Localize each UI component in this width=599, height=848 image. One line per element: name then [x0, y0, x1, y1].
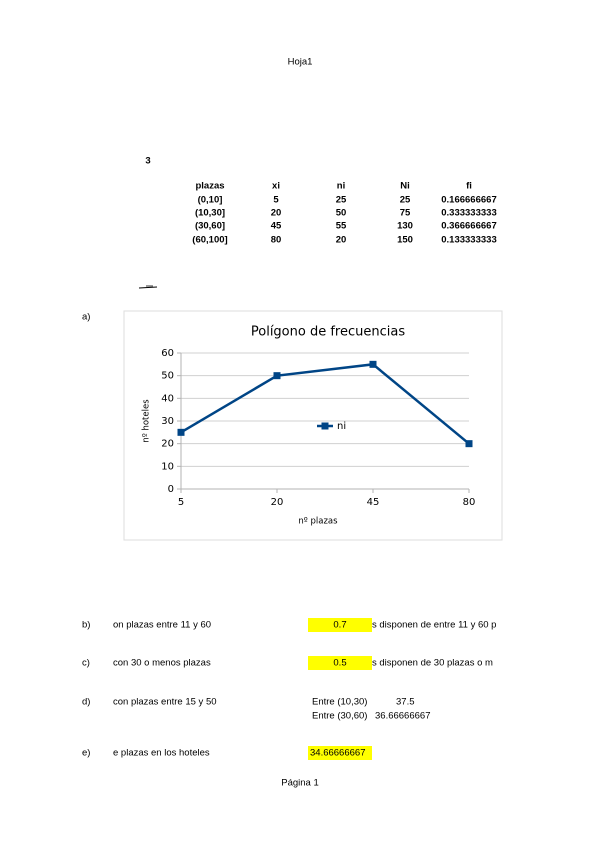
highlight — [308, 656, 372, 670]
point-marker — [177, 428, 185, 436]
table-cell: 80 — [271, 235, 282, 246]
chart-title: Polígono de frecuencias — [251, 325, 405, 340]
x-axis-title: nº plazas — [298, 517, 338, 527]
interval-label: Entre (10,30) — [312, 697, 367, 708]
table-cell: (60,100] — [192, 235, 227, 246]
point-marker — [465, 440, 473, 448]
item-label: c) — [82, 658, 90, 669]
x-tick-label: 5 — [178, 497, 184, 508]
table-cell: (10,30] — [195, 208, 225, 219]
highlight — [308, 746, 372, 760]
table-cell: 130 — [397, 221, 413, 232]
table-cell: 20 — [271, 208, 282, 219]
item-result: 0.7 — [333, 620, 346, 631]
table-cell: 25 — [336, 195, 347, 206]
small-mark — [138, 285, 158, 289]
table-cell: 20 — [336, 235, 347, 246]
interval-value: 37.5 — [396, 697, 415, 708]
interval-label: Entre (30,60) — [312, 711, 367, 722]
highlight — [308, 618, 372, 632]
y-tick-label: 40 — [161, 393, 174, 404]
x-tick-label: 80 — [463, 497, 476, 508]
item-tail: s disponen de 30 plazas o m — [372, 658, 493, 669]
table-header: ni — [337, 181, 345, 192]
chart-frame — [123, 310, 503, 541]
page-footer: Página 1 — [281, 778, 319, 789]
table-header: fi — [466, 181, 472, 192]
y-tick-label: 30 — [161, 416, 174, 427]
y-axis-title: nº hoteles — [142, 399, 152, 443]
item-text: e plazas en los hoteles — [113, 748, 210, 759]
item-tail: s disponen de entre 11 y 60 p — [372, 620, 496, 631]
table-cell: 50 — [336, 208, 347, 219]
y-tick-label: 20 — [161, 439, 174, 450]
item-text: con plazas entre 15 y 50 — [113, 697, 217, 708]
x-tick-label: 20 — [271, 497, 284, 508]
table-cell: 150 — [397, 235, 413, 246]
y-tick-label: 60 — [161, 348, 174, 359]
table-cell: (30,60] — [195, 221, 225, 232]
y-tick-label: 10 — [161, 461, 174, 472]
table-cell: 55 — [336, 221, 347, 232]
y-tick-label: 0 — [168, 484, 174, 495]
legend-marker — [321, 422, 329, 430]
item-text: on plazas entre 11 y 60 — [113, 620, 211, 631]
table-cell: 5 — [273, 195, 279, 206]
item-label: d) — [82, 697, 90, 708]
table-header: Ni — [400, 181, 410, 192]
legend-label: ni — [337, 421, 346, 432]
table-cell: (0,10] — [198, 195, 223, 206]
item-label: b) — [82, 620, 90, 631]
item-text: con 30 o menos plazas — [113, 658, 211, 669]
table-cell: 0.366666667 — [441, 221, 496, 232]
item-result: 0.5 — [333, 658, 346, 669]
table-cell: 75 — [400, 208, 411, 219]
series-line — [180, 363, 470, 445]
table-header: plazas — [195, 181, 224, 192]
table-cell: 45 — [271, 221, 282, 232]
x-tick-label: 45 — [367, 497, 380, 508]
table-cell: 0.166666667 — [441, 195, 496, 206]
table-header: xi — [272, 181, 280, 192]
answers: b) on plazas entre 11 y 60 0.7 s disponen d… — [82, 618, 496, 760]
interval-value: 36.66666667 — [375, 711, 430, 722]
point-marker — [369, 360, 377, 368]
point-marker — [273, 372, 281, 380]
chart-label: a) — [82, 312, 90, 323]
table-cell: 0.133333333 — [441, 235, 496, 246]
table-cell: 0.333333333 — [441, 208, 496, 219]
item-label: e) — [82, 748, 90, 759]
exercise-number: 3 — [145, 156, 150, 167]
sheet-title: Hoja1 — [288, 57, 313, 68]
item-result: 34.66666667 — [310, 748, 365, 759]
y-tick-label: 50 — [161, 371, 174, 382]
table-cell: 25 — [400, 195, 411, 206]
